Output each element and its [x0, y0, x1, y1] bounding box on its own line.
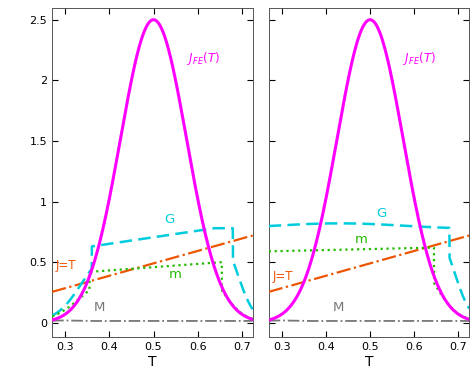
Text: M: M — [94, 301, 105, 314]
X-axis label: T: T — [365, 355, 373, 369]
Text: $J_{FE}(T)$: $J_{FE}(T)$ — [403, 50, 436, 67]
X-axis label: T: T — [148, 355, 157, 369]
Text: G: G — [164, 213, 175, 226]
Text: m: m — [355, 233, 367, 246]
Text: m: m — [169, 268, 182, 281]
Text: J=T: J=T — [272, 270, 293, 283]
Text: M: M — [333, 301, 344, 314]
Text: G: G — [377, 207, 387, 220]
Text: $J_{FE}(T)$: $J_{FE}(T)$ — [187, 50, 219, 67]
Text: J=T: J=T — [55, 259, 76, 273]
